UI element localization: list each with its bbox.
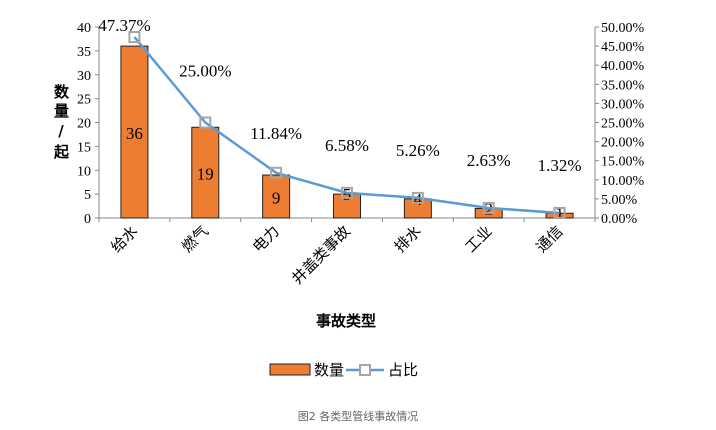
- ratio-label: 1.32%: [538, 156, 582, 175]
- legend-line-marker: [359, 364, 371, 376]
- category-label: 燃气: [178, 222, 212, 256]
- ratio-label: 5.26%: [396, 141, 440, 160]
- bar-label: 9: [272, 189, 281, 208]
- bar-2: [262, 174, 291, 219]
- category-label: 排水: [391, 222, 425, 256]
- right-tick-label: 5.00%: [601, 193, 638, 208]
- ratio-marker-3: [341, 186, 353, 199]
- ratio-label: 6.58%: [325, 136, 369, 155]
- right-tick-label: 30.00%: [601, 97, 645, 112]
- right-tick-label: 50.00%: [601, 21, 645, 36]
- x-axis-label: 事故类型: [316, 312, 376, 330]
- ratio-label: 25.00%: [179, 62, 231, 81]
- left-tick-label: 0: [84, 212, 91, 227]
- category-label: 工业: [462, 222, 496, 256]
- bar-label: 4: [414, 190, 423, 209]
- bar-0: [120, 45, 149, 219]
- ratio-marker-1: [199, 116, 212, 129]
- figure-caption: 图2 各类型管线事故情况: [297, 410, 419, 423]
- ratio-marker-2: [270, 166, 283, 179]
- legend-line-label: 占比: [388, 361, 418, 379]
- left-tick-label: 15: [77, 140, 91, 155]
- ratio-line: [133, 36, 560, 215]
- category-label: 电力: [249, 222, 283, 256]
- ratio-marker-5: [482, 201, 495, 214]
- bar-label: 19: [197, 165, 214, 184]
- chart: 05101520253035400.00%5.00%10.00%15.00%20…: [77, 16, 645, 379]
- right-tick-label: 40.00%: [601, 59, 645, 74]
- right-tick-label: 10.00%: [601, 174, 645, 189]
- ratio-label: 11.84%: [250, 124, 302, 143]
- ratio-marker-6: [553, 206, 566, 219]
- bar-label: 1: [555, 204, 564, 223]
- ratio-marker-4: [411, 191, 424, 204]
- ratio-label: 47.37%: [98, 16, 150, 35]
- bar-3: [333, 193, 361, 219]
- right-tick-label: 0.00%: [601, 212, 638, 227]
- category-label: 井盖类事故: [288, 222, 354, 288]
- right-tick-label: 15.00%: [601, 155, 645, 170]
- legend-bar-swatch: [269, 363, 311, 376]
- left-tick-label: 40: [77, 21, 91, 36]
- left-tick-label: 20: [77, 117, 91, 132]
- left-tick-label: 5: [84, 188, 91, 203]
- left-tick-label: 10: [77, 164, 91, 179]
- bar-label: 36: [126, 124, 143, 143]
- right-tick-label: 25.00%: [601, 117, 645, 132]
- legend-bar-label: 数量: [314, 361, 344, 379]
- bar-label: 5: [343, 185, 352, 204]
- right-tick-label: 20.00%: [601, 136, 645, 151]
- left-tick-label: 35: [77, 45, 91, 60]
- ratio-marker-0: [128, 31, 141, 44]
- bar-1: [191, 126, 220, 219]
- category-label: 通信: [532, 222, 566, 256]
- y-axis-label: 数量/起: [52, 84, 70, 163]
- ratio-label: 2.63%: [467, 151, 511, 170]
- category-label: 给水: [107, 222, 141, 256]
- left-tick-label: 25: [77, 93, 91, 108]
- right-tick-label: 45.00%: [601, 40, 645, 55]
- right-tick-label: 35.00%: [601, 78, 645, 93]
- left-tick-label: 30: [77, 69, 91, 84]
